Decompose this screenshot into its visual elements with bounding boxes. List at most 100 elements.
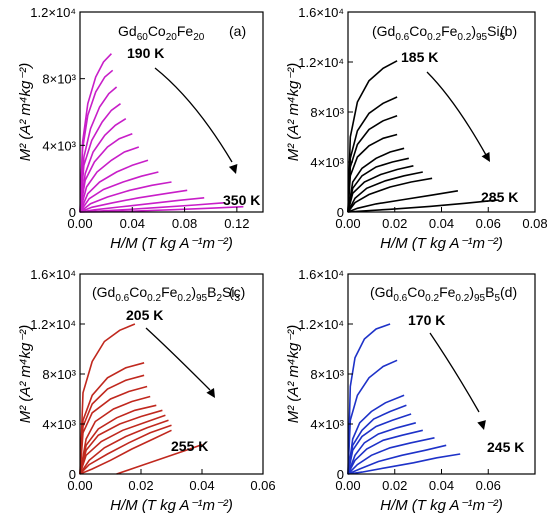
y-tick-label: 0 (337, 205, 344, 220)
plot-frame (79, 11, 264, 213)
formula-text: (Gd (92, 284, 115, 300)
formula-text: Fe (177, 23, 194, 39)
panel-b: 0.00 0.02 0.04 0.06 0.08 0 4×10³ 8×10³ 1.2×10⁴ 1.… (285, 5, 548, 252)
subscript: 3 (234, 293, 240, 304)
series-line (79, 429, 172, 475)
series-line (347, 133, 398, 213)
arrow-head (228, 164, 238, 174)
series-line (347, 422, 417, 475)
series-line (347, 429, 423, 475)
subscript: 20 (193, 32, 205, 43)
y-axis-label: M² (A² m⁴kg⁻²) (285, 325, 302, 424)
x-tick-label: 0.02 (128, 478, 153, 493)
series-line (79, 323, 136, 475)
x-tick-label: 0.06 (250, 478, 275, 493)
x-tick-label: 0.00 (335, 216, 360, 231)
series-line (347, 147, 405, 213)
x-tick-label: 0.04 (189, 478, 214, 493)
formula-text: Fe (439, 284, 456, 300)
series-line (347, 165, 414, 213)
y-tick-label: 1.6×10⁴ (30, 267, 76, 282)
x-tick-label: 0.04 (429, 478, 454, 493)
composition-label: (Gd0.6Co0.2Fe0.2)95B5 (370, 284, 500, 304)
x-tick-label: 0.04 (429, 216, 454, 231)
y-axis-label: M² (A² m⁴kg⁻²) (285, 63, 302, 162)
plot-frame (347, 11, 536, 213)
y-tick-label: 8×10³ (310, 367, 344, 382)
start-temperature-label: 190 K (127, 45, 164, 61)
series-line (347, 157, 409, 213)
series-line (347, 453, 461, 475)
formula-text: Co (407, 284, 425, 300)
subscript: 0.2 (455, 293, 469, 304)
series-line (79, 189, 188, 213)
formula-text: ) (191, 284, 196, 300)
y-tick-label: 1.2×10⁴ (298, 317, 344, 332)
y-tick-label: 4×10³ (310, 155, 344, 170)
series-line (347, 60, 398, 213)
y-tick-label: 8×10³ (42, 72, 76, 87)
arrow-head (481, 152, 490, 162)
panel-tag: (b) (500, 23, 517, 39)
series-line (79, 69, 114, 213)
x-tick-label: 0.04 (120, 216, 145, 231)
formula-text: Gd (118, 23, 137, 39)
trend-arrow (145, 327, 211, 391)
y-tick-label: 0 (69, 467, 76, 482)
y-tick-label: 1.6×10⁴ (298, 5, 344, 20)
subscript: 0.6 (395, 32, 409, 43)
series-line (79, 395, 151, 475)
formula-text: ) (471, 23, 476, 39)
subscript: 95 (474, 293, 486, 304)
series-line (347, 413, 412, 475)
series-line (79, 419, 169, 475)
end-temperature-label: 285 K (481, 189, 518, 205)
y-tick-label: 4×10³ (42, 417, 76, 432)
subscript: 95 (196, 293, 208, 304)
subscript: 2 (216, 293, 222, 304)
arrow-head (206, 388, 215, 398)
series-line (79, 404, 157, 475)
x-axis-label: H/M (T kg A⁻¹m⁻²) (110, 235, 233, 252)
x-tick-label: 0.08 (172, 216, 197, 231)
formula-text: (Gd (372, 23, 395, 39)
series-line (79, 414, 166, 475)
y-axis-label: M² (A² m⁴kg⁻²) (17, 325, 34, 424)
subscript: 5 (500, 32, 506, 43)
formula-text: Si (487, 23, 499, 39)
y-tick-label: 1.2×10⁴ (30, 5, 76, 20)
x-tick-label: 0.02 (382, 216, 407, 231)
end-temperature-label: 255 K (171, 438, 208, 454)
composition-label: (Gd0.6Co0.2Fe0.2)95Si5 (372, 23, 506, 43)
y-tick-label: 1.2×10⁴ (30, 317, 76, 332)
series-line (347, 115, 398, 213)
subscript: 0.2 (147, 293, 161, 304)
series-line (347, 437, 435, 475)
arrow-head (477, 420, 486, 430)
y-tick-label: 0 (337, 467, 344, 482)
y-tick-label: 0 (69, 205, 76, 220)
y-tick-label: 4×10³ (310, 417, 344, 432)
panel-tag: (a) (229, 23, 246, 39)
series-line (347, 394, 405, 475)
y-tick-label: 8×10³ (310, 105, 344, 120)
x-tick-label: 0.06 (476, 478, 501, 493)
subscript: 0.2 (427, 32, 441, 43)
formula-text: ) (469, 284, 474, 300)
formula-text: (Gd (370, 284, 393, 300)
series-line (347, 171, 423, 213)
panel-a: 0.00 0.04 0.08 0.12 0 4×10³ 8×10³ 1.2×10⁴ H/M (T… (17, 5, 264, 252)
series-line (79, 146, 140, 213)
start-temperature-label: 185 K (401, 49, 438, 65)
panel-tag: (d) (500, 284, 517, 300)
x-tick-label: 0.02 (382, 478, 407, 493)
subscript: 20 (166, 32, 178, 43)
x-tick-label: 0.00 (335, 478, 360, 493)
y-tick-label: 1.6×10⁴ (298, 267, 344, 282)
x-tick-label: 0.12 (224, 216, 249, 231)
panel-c: 0.00 0.02 0.04 0.06 0 4×10³ 8×10³ 1.2×10⁴ 1.6×10… (17, 267, 276, 514)
y-tick-label: 4×10³ (42, 138, 76, 153)
series-line (79, 409, 163, 475)
x-tick-label: 0.08 (522, 216, 547, 231)
